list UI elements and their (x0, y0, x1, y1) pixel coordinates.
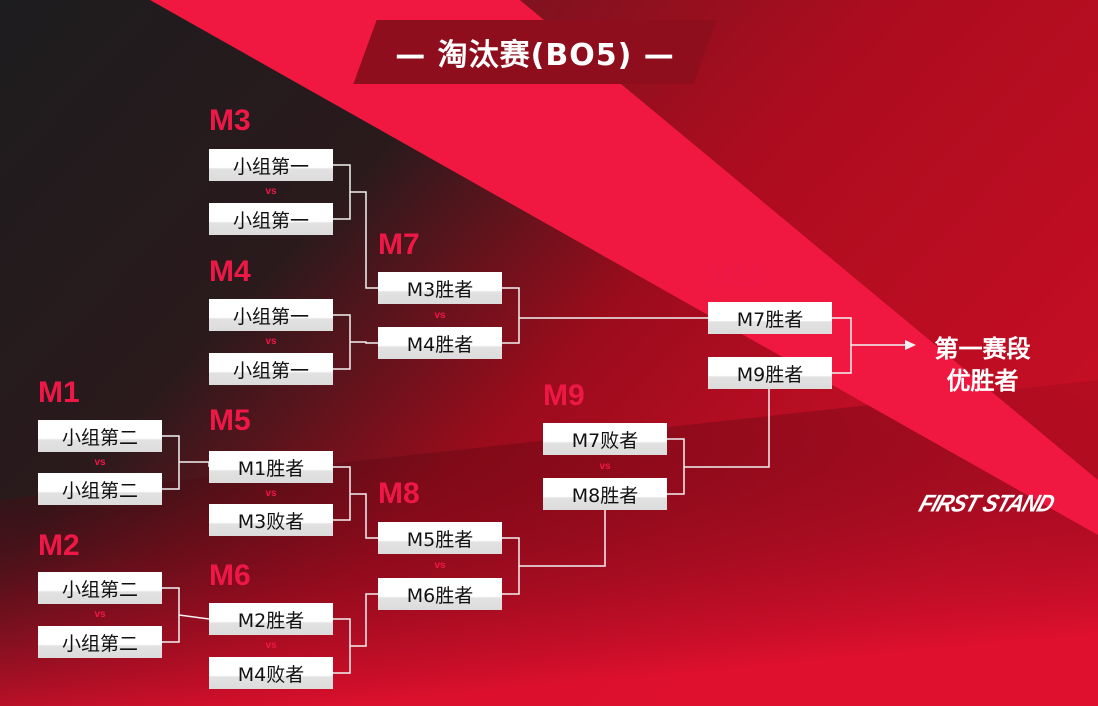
match-label: M7 (378, 228, 420, 261)
team-slot: 小组第一 (209, 299, 333, 331)
match-label: M4 (209, 255, 251, 288)
team-slot: M9胜者 (708, 357, 832, 389)
team-slot: M6胜者 (378, 578, 502, 610)
team-slot: 小组第一 (209, 353, 333, 385)
arrow-icon (905, 340, 916, 350)
team-slot: M7败者 (543, 423, 667, 455)
team-slot: 小组第二 (38, 473, 162, 505)
vs-label: vs (434, 309, 446, 321)
match-label: M9 (543, 379, 585, 412)
vs-label: vs (94, 609, 106, 620)
team-slot: M4胜者 (378, 327, 502, 359)
first-stand-logo: FIRST STAND (915, 489, 1058, 518)
team-slot: M1胜者 (209, 451, 333, 483)
final-winner: 第一赛段 优胜者 (905, 333, 1060, 397)
team-slot: 小组第二 (38, 626, 162, 658)
team-slot: M2胜者 (209, 603, 333, 635)
team-slot: M7胜者 (708, 302, 832, 334)
vs-label: vs (434, 560, 446, 571)
page-title: — 淘汰赛(BO5) — (353, 20, 717, 84)
vs-label: vs (265, 336, 277, 347)
match-label: M2 (38, 529, 80, 562)
team-slot: M3败者 (209, 504, 333, 536)
match-label: M8 (378, 477, 420, 510)
team-slot: M4败者 (209, 657, 333, 689)
match-label: M5 (209, 404, 251, 437)
team-slot: 小组第一 (209, 203, 333, 235)
team-slot: 小组第一 (209, 149, 333, 181)
vs-label: vs (265, 487, 277, 499)
team-slot: 小组第二 (38, 420, 162, 452)
winner-line1: 第一赛段 (934, 335, 1031, 363)
title-text: — 淘汰赛(BO5) — (395, 38, 675, 73)
vs-label: vs (764, 339, 776, 351)
match-label: M1 (38, 376, 80, 409)
team-slot: M5胜者 (378, 522, 502, 554)
match-label: M3 (209, 104, 251, 137)
vs-label: vs (265, 640, 277, 651)
team-slot: 小组第二 (38, 572, 162, 604)
team-slot: M3胜者 (378, 272, 502, 304)
match-label: M6 (209, 559, 251, 592)
vs-label: vs (599, 460, 611, 472)
match-label: M10 (708, 260, 767, 293)
winner-line2: 优胜者 (946, 367, 1019, 395)
vs-label: vs (94, 456, 106, 468)
vs-label: vs (265, 186, 277, 197)
team-slot: M8胜者 (543, 478, 667, 510)
